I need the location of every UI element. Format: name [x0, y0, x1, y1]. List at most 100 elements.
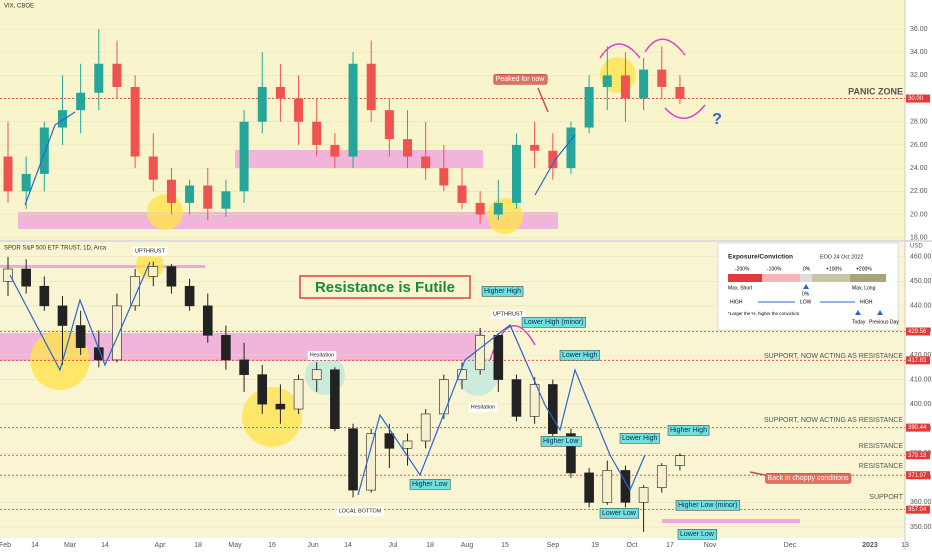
x-date-label: Aug [461, 542, 474, 549]
top-line-zone [0, 265, 205, 268]
annotation: Lower High [562, 352, 598, 359]
headline-box [299, 275, 471, 299]
annotation-box [409, 479, 451, 490]
max-short: Max. Short [728, 285, 753, 291]
zero-label: 0% [802, 291, 810, 297]
candle-body [239, 359, 249, 375]
candle-body [548, 150, 558, 169]
y-tick-label: 400.00 [910, 401, 932, 408]
level-tag [906, 356, 930, 365]
annotation-box [675, 500, 740, 511]
highlight-circle [600, 57, 636, 93]
y-tick-label: 350.00 [910, 524, 932, 531]
candle-body [656, 465, 667, 488]
annotation: RESISTANCE [859, 463, 904, 470]
annotation: Higher High [670, 427, 707, 434]
highlight-circle [242, 387, 302, 447]
candle-body [294, 98, 304, 122]
scale-swatch [812, 274, 850, 282]
candle-body [493, 202, 503, 215]
annotation-box [765, 473, 852, 484]
annotation: Higher Low (minor) [678, 502, 738, 509]
candle-body [511, 379, 522, 417]
candle-body [203, 185, 213, 209]
candle-body [638, 487, 649, 503]
level-tag [906, 505, 930, 514]
level-label: 30.00 [908, 96, 924, 102]
x-date-label: 18 [426, 542, 434, 549]
y-tick-label: 360.00 [910, 499, 932, 506]
candle-body [348, 428, 358, 491]
candle-body [148, 266, 159, 277]
x-date-label: Dec [784, 542, 797, 549]
y-tick-label: 32.00 [910, 72, 928, 79]
candle-body [675, 455, 685, 466]
candle-body [639, 69, 649, 99]
candle-body [330, 369, 340, 429]
trend-line [534, 134, 576, 196]
candle-body [311, 369, 322, 380]
x-date-label: Apr [155, 542, 167, 549]
annotation: SUPPORT, NOW ACTING AS RESISTANCE [764, 353, 903, 360]
candle-body [166, 179, 176, 203]
headline: Resistance is Futile [315, 279, 455, 296]
question-mark: ? [712, 111, 722, 128]
candle-body [475, 335, 485, 371]
annotation: Higher Low [412, 481, 448, 488]
scale-label: +200% [856, 266, 872, 272]
annotation-box [133, 246, 168, 256]
scale-swatch [728, 274, 762, 282]
candle-body [457, 185, 467, 203]
annotation-box [481, 286, 524, 297]
annotation: Higher High [484, 288, 521, 295]
candle-body [530, 144, 540, 151]
candle-body [566, 433, 576, 474]
y-tick-label: 28.00 [910, 119, 928, 126]
legend-arrows [855, 310, 883, 315]
highlight-circle [487, 198, 523, 234]
x-date-label: Oct [627, 542, 638, 549]
level-tag [906, 471, 930, 480]
candle-body [620, 470, 631, 503]
candle-body [221, 335, 231, 361]
candle-body [547, 384, 558, 434]
candle-body [257, 86, 267, 122]
x-date-label: Sep [547, 542, 560, 549]
x-date-label: May [228, 542, 242, 549]
y-tick-label: 460.00 [910, 254, 932, 261]
candle-body [312, 121, 322, 145]
candle-body [21, 268, 31, 287]
scale-label: -200% [735, 266, 750, 272]
candle-body [39, 127, 49, 174]
high-right: HIGH [860, 299, 873, 305]
annotation: Lower Low [680, 531, 715, 538]
y-tick-label: 450.00 [910, 278, 932, 285]
candle-body [112, 305, 122, 361]
x-date-label: Jun [307, 542, 318, 549]
x-date-label: Jul [389, 542, 398, 549]
annotation: Hesitation [310, 352, 334, 358]
annotation-box [559, 350, 600, 361]
scale-label: -100% [767, 266, 782, 272]
candle-body [675, 86, 685, 99]
x-date-label: 15 [501, 542, 509, 549]
annotation-box [677, 529, 718, 540]
candle-body [3, 268, 13, 282]
candle-body [185, 185, 195, 203]
legend-title: Exposure/Conviction [728, 254, 793, 261]
candle-body [239, 121, 249, 192]
annotation: SUPPORT, NOW ACTING AS RESISTANCE [764, 417, 903, 424]
x-date-label: 14 [101, 542, 109, 549]
level-label: 379.18 [908, 453, 927, 459]
level-label: 429.56 [908, 329, 927, 335]
candle-body [384, 433, 395, 449]
candle-body [3, 156, 13, 192]
x-date-label: 13 [901, 542, 909, 549]
annotation: UPTHRUST [135, 248, 166, 254]
level-label: 417.83 [908, 358, 927, 364]
annotation: RESISTANCE [859, 443, 904, 450]
vix-title: VIX, CBOE [4, 4, 34, 10]
level-tag [906, 423, 930, 432]
arc [599, 38, 706, 119]
candle-body [94, 63, 104, 93]
